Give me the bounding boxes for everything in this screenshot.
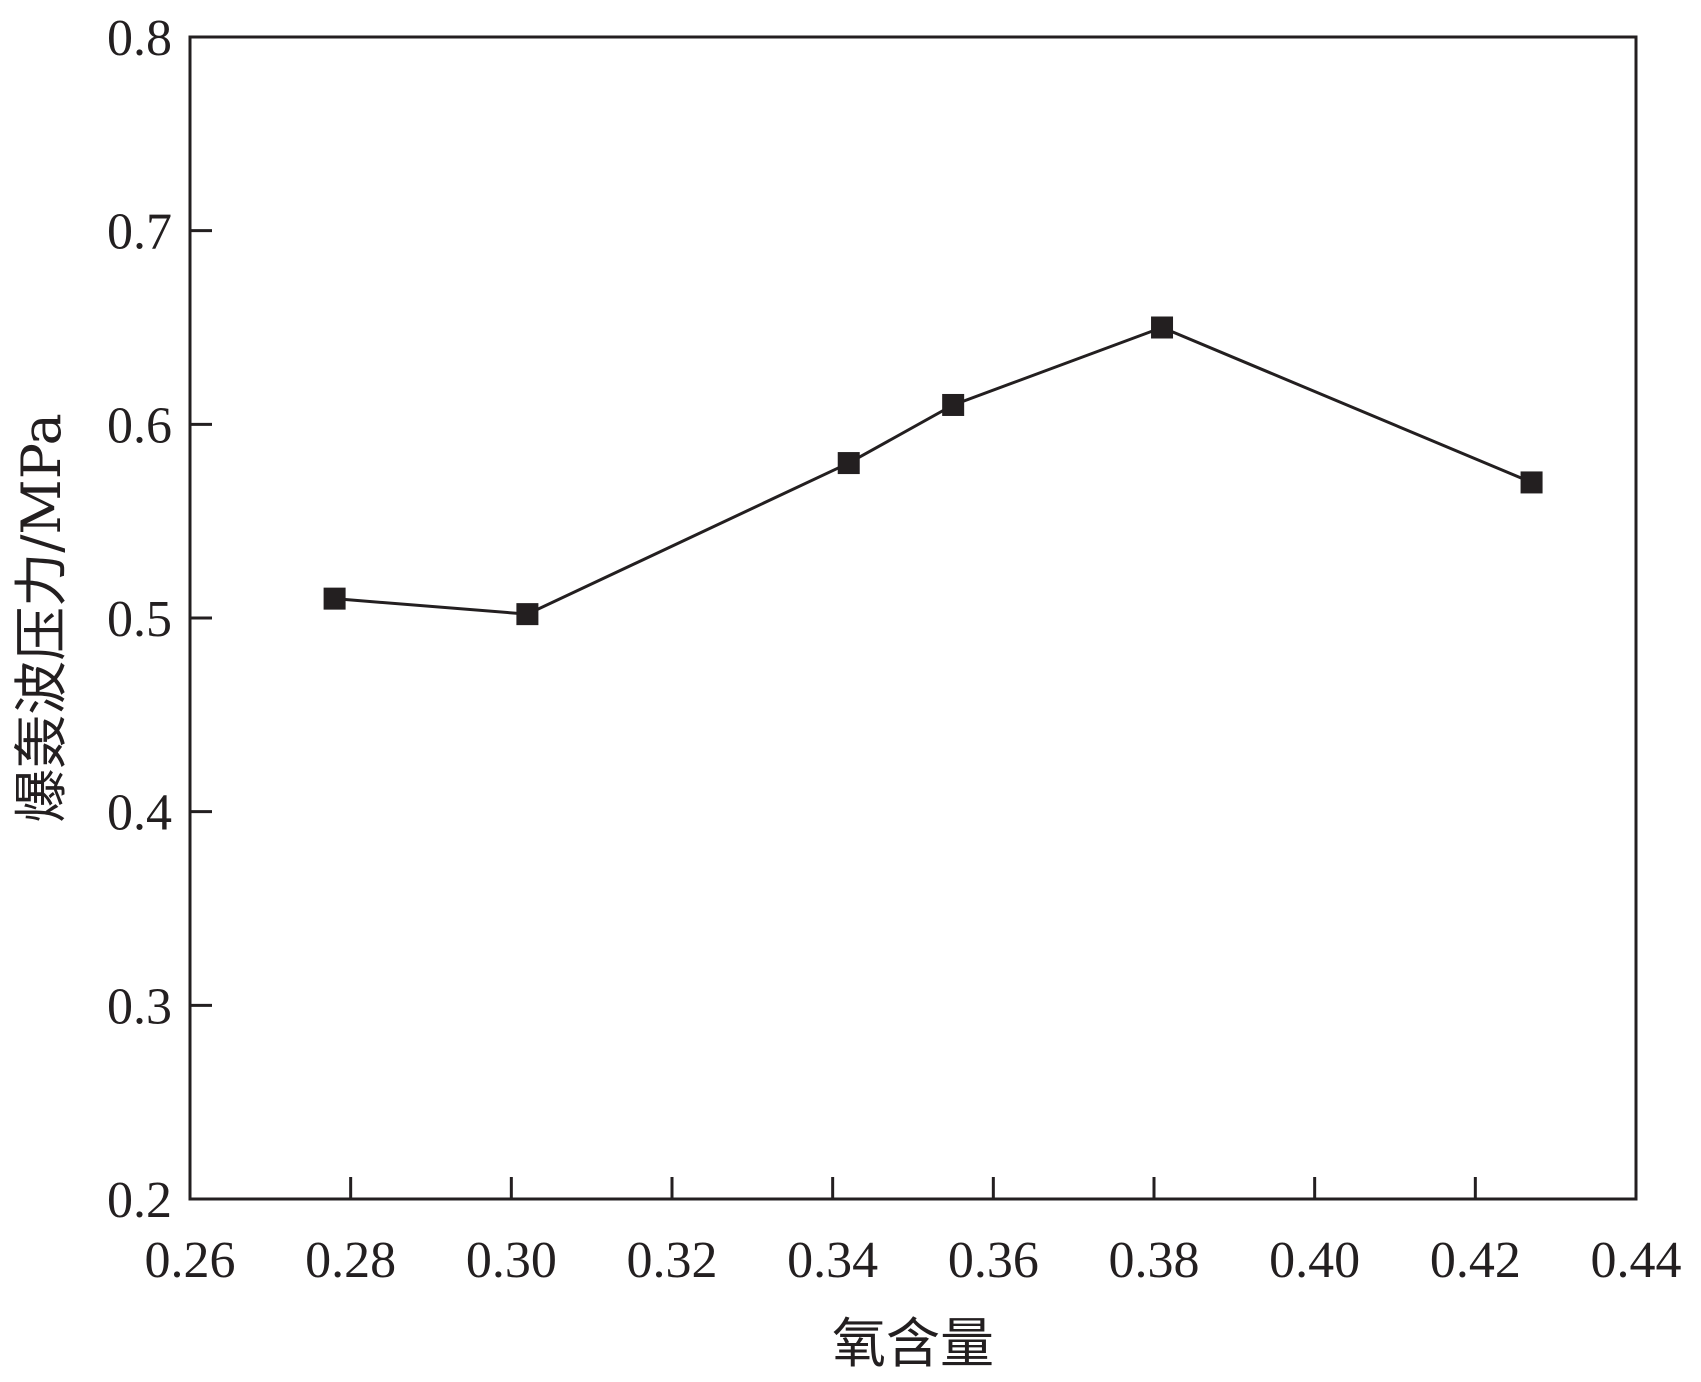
x-tick-label: 0.34 bbox=[787, 1232, 878, 1289]
x-axis-ticks: 0.26 0.28 0.30 0.32 0.34 0.36 0.38 0.40 0.42 0.44 bbox=[145, 1177, 1682, 1289]
x-tick-label: 0.40 bbox=[1269, 1232, 1360, 1289]
y-tick-label: 0.5 bbox=[107, 591, 172, 648]
y-tick-label: 0.4 bbox=[107, 785, 172, 842]
x-axis-title: 氧含量 bbox=[832, 1312, 994, 1375]
y-tick-label: 0.8 bbox=[107, 10, 172, 67]
series-line bbox=[334, 325, 1533, 616]
x-tick-label: 0.38 bbox=[1109, 1232, 1200, 1289]
data-point-marker bbox=[516, 603, 539, 626]
x-tick-label: 0.42 bbox=[1430, 1232, 1521, 1289]
data-point-marker bbox=[1520, 471, 1543, 494]
data-point-marker bbox=[837, 452, 860, 475]
x-tick-label: 0.32 bbox=[627, 1232, 718, 1289]
data-point-marker bbox=[323, 587, 346, 610]
x-tick-label: 0.26 bbox=[145, 1232, 236, 1289]
y-tick-label: 0.3 bbox=[107, 978, 172, 1035]
y-tick-label: 0.2 bbox=[107, 1172, 172, 1229]
x-tick-label: 0.36 bbox=[948, 1232, 1039, 1289]
y-tick-label: 0.6 bbox=[107, 397, 172, 454]
x-tick-label: 0.30 bbox=[466, 1232, 557, 1289]
plot-frame bbox=[188, 35, 1638, 1201]
series-layer bbox=[323, 316, 1543, 626]
x-tick-label: 0.28 bbox=[305, 1232, 396, 1289]
x-tick-label: 0.44 bbox=[1591, 1232, 1682, 1289]
y-tick-label: 0.7 bbox=[107, 204, 172, 261]
y-axis-ticks: 0.2 0.3 0.4 0.5 0.6 0.7 0.8 bbox=[107, 10, 212, 1229]
y-axis-title: 爆轰波压力/MPa bbox=[10, 413, 73, 823]
data-point-marker bbox=[942, 393, 965, 416]
data-point-marker bbox=[1151, 316, 1174, 339]
